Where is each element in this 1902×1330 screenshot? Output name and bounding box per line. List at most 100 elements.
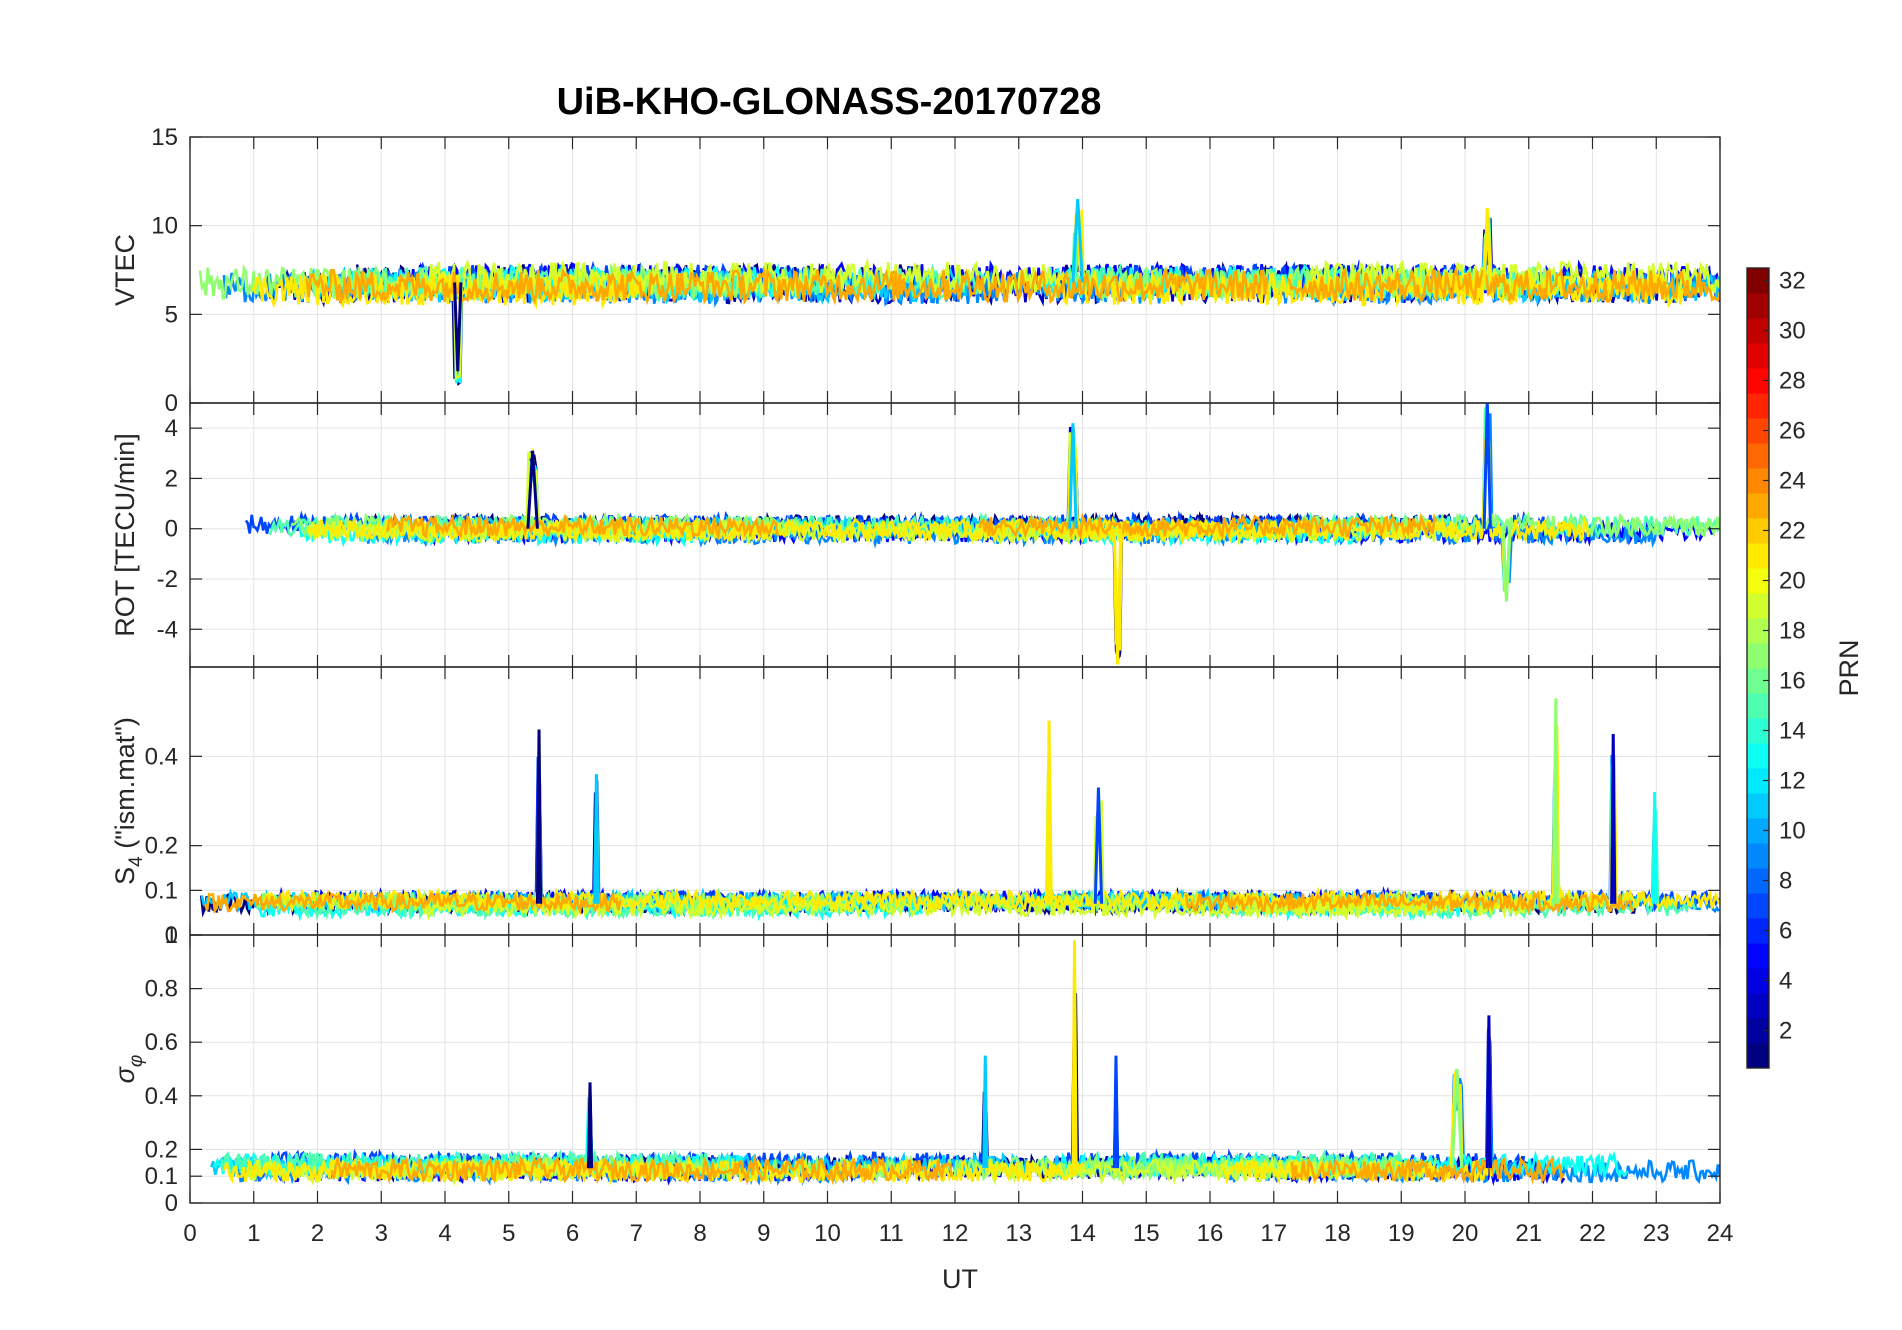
colorbar-segment (1747, 893, 1769, 919)
series-group-sigma (210, 940, 1720, 1187)
event-spike (535, 729, 543, 904)
x-tick-label: 24 (1707, 1220, 1734, 1247)
y-tick-label: 10 (151, 213, 178, 240)
colorbar-segment (1747, 343, 1769, 369)
colorbar-segment (1747, 818, 1769, 844)
colorbar-tick-label: 14 (1779, 718, 1806, 745)
x-tick-label: 3 (375, 1220, 388, 1247)
colorbar-segment (1747, 743, 1769, 769)
colorbar-segment (1747, 868, 1769, 894)
colorbar-segment (1747, 543, 1769, 569)
x-tick-label: 8 (693, 1220, 706, 1247)
series-prn-19-arc2 (976, 1156, 1322, 1187)
colorbar-tick-label: 26 (1779, 418, 1806, 445)
event-spike (1610, 733, 1617, 904)
x-axis-label: UT (942, 1264, 978, 1294)
y-tick-label: 4 (165, 415, 178, 442)
colorbar-tick-label: 18 (1779, 618, 1806, 645)
colorbar-segment (1747, 643, 1769, 669)
x-tick-label: 18 (1324, 1220, 1351, 1247)
y-tick-label: 0 (165, 516, 178, 543)
colorbar-segment (1747, 1043, 1769, 1069)
colorbar-tick-label: 8 (1779, 868, 1792, 895)
colorbar-segment (1747, 793, 1769, 819)
x-tick-label: 15 (1133, 1220, 1160, 1247)
colorbar-segment (1747, 843, 1769, 869)
colorbar-tick-label: 2 (1779, 1018, 1792, 1045)
y-tick-label: 15 (151, 124, 178, 151)
series-group-rot (244, 403, 1720, 665)
y-tick-label: 0.4 (145, 743, 178, 770)
y-tick-label: 0.1 (145, 1163, 178, 1190)
series-prn-21 (262, 887, 1203, 914)
series-group-vtec (198, 198, 1720, 386)
y-axis-label-main: σ (110, 1065, 140, 1083)
x-axis: 0 1 2 3 4 5 6 7 8 9 10 11 12 13 14 15 16 17 18 19 20 21 22 23 24 (183, 1220, 1733, 1247)
y-tick-label: -2 (157, 566, 178, 593)
series-prn-23-arc2 (1290, 1156, 1565, 1185)
colorbar-segment (1747, 918, 1769, 944)
series-prn-23 (204, 889, 622, 916)
y-axis-label-rest: ("ism.mat") (110, 717, 140, 856)
colorbar-tick-label: 24 (1779, 468, 1806, 495)
y-tick-label: 0 (165, 390, 178, 417)
event-spike (586, 1082, 594, 1169)
event-spike (526, 450, 539, 529)
y-tick-label: 2 (165, 465, 178, 492)
y-tick-label: 0.2 (145, 1136, 178, 1163)
event-spike (1552, 698, 1559, 904)
colorbar-segment (1747, 993, 1769, 1019)
x-tick-label: 1 (247, 1220, 260, 1247)
series-prn-23 (305, 266, 1269, 306)
x-tick-label: 0 (183, 1220, 196, 1247)
colorbar-tick-label: 16 (1779, 668, 1806, 695)
colorbar-tick-label: 6 (1779, 918, 1792, 945)
y-tick-label: 0.4 (145, 1083, 178, 1110)
x-tick-label: 12 (942, 1220, 969, 1247)
event-spike (1093, 787, 1104, 904)
colorbar-tick-label: 4 (1779, 968, 1792, 995)
y-axis-label-sub: 4 (126, 856, 147, 867)
colorbar-segment (1747, 668, 1769, 694)
series-prn-23-arc2 (978, 512, 1438, 541)
x-tick-label: 20 (1452, 1220, 1479, 1247)
y-axis-label-vtec: VTEC (110, 234, 140, 306)
y-tick-label: 0.1 (145, 877, 178, 904)
x-tick-label: 14 (1069, 1220, 1096, 1247)
colorbar-segment (1747, 618, 1769, 644)
series-prn-21-arc2 (1057, 433, 1590, 651)
x-tick-label: 17 (1260, 1220, 1287, 1247)
series-prn-21-arc2 (1228, 721, 1720, 912)
event-spike (1068, 423, 1078, 529)
colorbar-segment (1747, 418, 1769, 444)
series-prn-23-arc2 (1286, 265, 1720, 304)
series-prn-23-arc2 (1184, 888, 1635, 916)
colorbar-segment (1747, 718, 1769, 744)
colorbar-tick-label: 10 (1779, 818, 1806, 845)
colorbar-segment (1747, 368, 1769, 394)
x-tick-label: 21 (1515, 1220, 1542, 1247)
event-spike (1450, 1068, 1464, 1169)
event-spike (1485, 1015, 1492, 1169)
colorbar-segment (1747, 968, 1769, 994)
event-spike (593, 774, 600, 904)
y-axis-label-sigma: σφ (110, 1055, 147, 1084)
colorbar-segment (1747, 268, 1769, 294)
series-prn-1 (342, 993, 1141, 1183)
y-axis-label-s4: S4 ("ism.mat") (110, 717, 147, 885)
x-tick-label: 11 (879, 1220, 904, 1247)
chart-title: UiB-KHO-GLONASS-20170728 (557, 81, 1102, 123)
colorbar-label: PRN (1834, 639, 1864, 696)
event-spike (982, 1055, 989, 1169)
x-tick-label: 16 (1197, 1220, 1224, 1247)
y-tick-label: -4 (157, 616, 178, 643)
series-prn-19 (410, 734, 1382, 921)
x-tick-label: 13 (1005, 1220, 1032, 1247)
y-axis-label-sub: φ (126, 1055, 147, 1067)
colorbar-segment (1747, 693, 1769, 719)
x-tick-label: 19 (1388, 1220, 1415, 1247)
